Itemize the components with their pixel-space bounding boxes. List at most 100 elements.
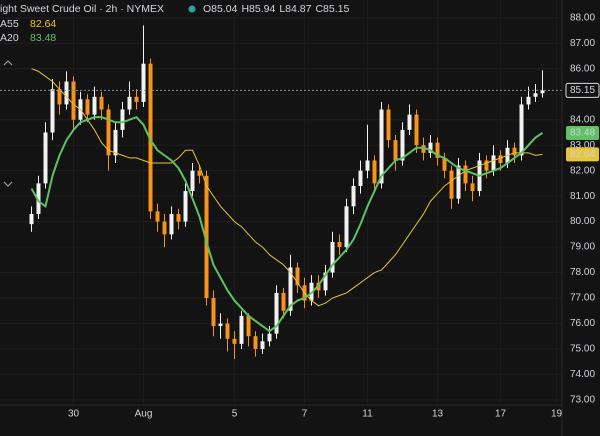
x-tick-label: 19 <box>551 409 563 420</box>
candle-body <box>491 155 496 171</box>
candle-body <box>407 114 412 130</box>
indicator-badge <box>566 125 599 140</box>
y-tick-label: 75.00 <box>570 344 595 355</box>
y-tick-label: 83.00 <box>570 140 595 151</box>
candle-body <box>358 170 363 186</box>
ma-line <box>31 68 543 307</box>
expand-icon[interactable] <box>3 181 13 187</box>
candle-body <box>519 104 524 156</box>
candle-body <box>484 160 489 171</box>
x-tick-label: 17 <box>495 409 507 420</box>
candle-body <box>323 272 328 291</box>
candle-body <box>274 292 279 334</box>
candle-body <box>442 157 447 171</box>
candle-body <box>351 185 356 207</box>
ohlc-value: O85.04 <box>203 3 238 15</box>
y-tick-label: 80.00 <box>570 216 595 227</box>
candle-body <box>344 206 349 248</box>
legend-name: A20 <box>0 32 19 44</box>
candle-body <box>148 63 153 212</box>
candle-body <box>176 213 181 222</box>
candle-body <box>246 315 251 337</box>
ohlc-value: C85.15 <box>315 3 349 15</box>
candle-body <box>281 292 286 311</box>
candle-body <box>498 155 503 164</box>
candle-body <box>421 145 426 153</box>
candle-body <box>456 165 461 199</box>
x-tick-label: 30 <box>68 409 80 420</box>
candle-body <box>155 211 160 222</box>
candle-body <box>232 338 237 344</box>
candle-body <box>260 341 265 349</box>
price-badge <box>565 82 600 98</box>
axes: 73.00 74.00 75.00 76.00 77.00 78.00 79.00 80.00… <box>68 12 600 420</box>
y-tick-label: 81.00 <box>570 191 595 202</box>
candle-body <box>288 267 293 311</box>
candle-body <box>267 333 272 342</box>
x-tick-label: Aug <box>135 409 153 420</box>
y-tick-label: 79.00 <box>570 242 595 253</box>
indicator-badge-label: 83.48 <box>570 128 595 139</box>
ohlc-value: L84.87 <box>279 3 311 15</box>
candle-body <box>540 90 545 94</box>
candle-body <box>400 129 405 161</box>
y-tick-label: 76.00 <box>570 318 595 329</box>
x-tick-label: 7 <box>302 409 308 420</box>
candle-body <box>92 96 97 115</box>
candle-body <box>106 109 111 156</box>
candle-body <box>29 213 34 225</box>
ohlc-value: H85.94 <box>241 3 275 15</box>
y-tick-label: 87.00 <box>570 38 595 49</box>
candle-body <box>99 96 104 110</box>
candle-body <box>211 298 216 327</box>
ma-line <box>30 116 544 333</box>
legend-value: 82.64 <box>30 18 56 30</box>
candle-body <box>393 140 398 161</box>
candle-body <box>337 241 342 248</box>
indicator-legend: A55 82.64 A20 83.48 <box>0 18 56 44</box>
candle-body <box>36 183 41 214</box>
candle-body <box>512 147 517 156</box>
candle-body <box>183 191 188 222</box>
candle-body <box>414 114 419 146</box>
candle-body <box>330 241 335 273</box>
legend-value: 83.48 <box>30 32 56 44</box>
candle-body <box>218 323 223 327</box>
candle-body <box>43 132 48 184</box>
y-tick-label: 74.00 <box>570 369 595 380</box>
y-tick-label: 84.00 <box>570 114 595 125</box>
y-tick-label: 86.00 <box>570 63 595 74</box>
candle-body <box>365 160 370 171</box>
candle-body <box>253 336 258 349</box>
price-badge-label: 85.15 <box>570 85 595 96</box>
candle-body <box>239 315 244 344</box>
plot <box>0 25 562 360</box>
status-dot <box>188 5 196 13</box>
y-tick-label: 88.00 <box>570 12 595 23</box>
candle-body <box>141 63 146 102</box>
candle-body <box>435 142 440 158</box>
legend-name: A55 <box>0 18 19 30</box>
candle-body <box>134 96 139 102</box>
candle-body <box>50 89 55 133</box>
candle-body <box>526 96 531 105</box>
y-tick-label: 82.00 <box>570 165 595 176</box>
candle-body <box>169 213 174 235</box>
candle-body <box>204 175 209 299</box>
candle-body <box>85 99 90 115</box>
candle-body <box>225 323 230 339</box>
candle-body <box>162 221 167 235</box>
candle-body <box>71 81 76 120</box>
candle-body <box>463 165 468 184</box>
candle-body <box>113 129 118 156</box>
collapse-icon[interactable] <box>3 60 13 66</box>
y-tick-label: 73.00 <box>570 395 595 406</box>
x-tick-label: 13 <box>432 409 444 420</box>
y-tick-label: 77.00 <box>570 293 595 304</box>
indicator-badge-label: 82.64 <box>570 149 595 160</box>
candle-body <box>190 170 195 192</box>
candle-body <box>64 81 69 105</box>
candle-body <box>449 170 454 199</box>
